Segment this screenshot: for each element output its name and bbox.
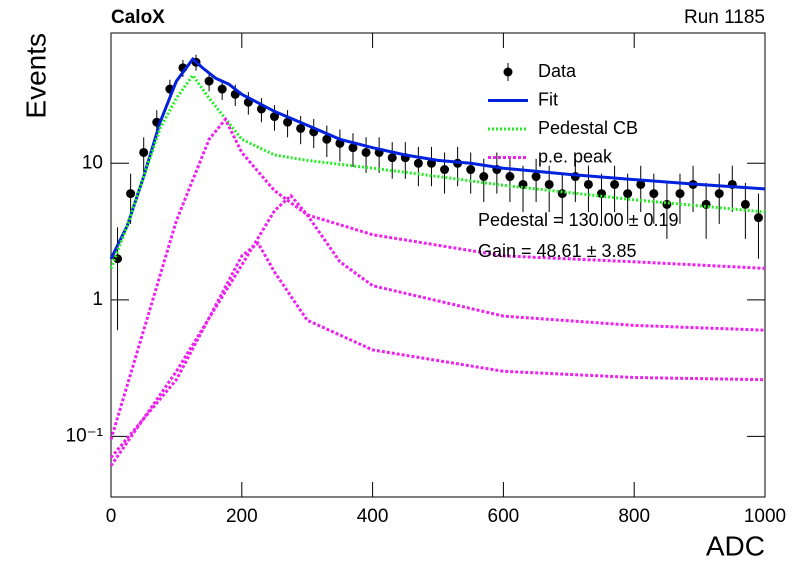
x-tick-label: 1000 bbox=[744, 506, 786, 527]
legend-label: Fit bbox=[538, 89, 558, 109]
data-point bbox=[583, 179, 593, 189]
legend-label: p.e. peak bbox=[538, 146, 613, 166]
data-point bbox=[557, 189, 567, 199]
data-point bbox=[544, 179, 554, 189]
data-point bbox=[597, 189, 606, 199]
data-point bbox=[714, 189, 724, 199]
data-point bbox=[740, 199, 750, 209]
y-tick-label: 1 bbox=[92, 289, 103, 310]
data-point bbox=[479, 172, 489, 182]
data-point bbox=[126, 189, 136, 199]
data-point bbox=[322, 134, 332, 144]
data-point bbox=[466, 165, 476, 175]
y-tick-label: 10⁻¹ bbox=[66, 425, 104, 446]
data-point bbox=[270, 112, 279, 122]
data-point bbox=[649, 189, 659, 199]
data-point bbox=[361, 147, 371, 157]
data-point bbox=[623, 189, 633, 199]
x-tick-label: 0 bbox=[106, 506, 117, 527]
data-point bbox=[675, 189, 685, 199]
curve bbox=[109, 72, 766, 269]
curve bbox=[109, 116, 766, 440]
data-point bbox=[139, 147, 149, 157]
data-point bbox=[505, 172, 515, 182]
x-tick-label: 800 bbox=[618, 506, 650, 527]
data-point bbox=[440, 165, 450, 175]
data-point bbox=[387, 153, 397, 163]
x-tick-label: 400 bbox=[357, 506, 389, 527]
data-point bbox=[662, 199, 672, 209]
data-point bbox=[204, 76, 214, 86]
data-point bbox=[753, 213, 763, 223]
data-point bbox=[296, 123, 306, 133]
x-tick-label: 600 bbox=[488, 506, 520, 527]
legend-label: Data bbox=[538, 61, 577, 81]
x-axis-label: ADC bbox=[706, 530, 765, 561]
y-tick-label: 10 bbox=[82, 152, 103, 173]
curve bbox=[109, 240, 766, 459]
curve bbox=[109, 56, 766, 260]
data-point bbox=[217, 84, 227, 94]
legend-symbol bbox=[503, 67, 513, 77]
fit-annotation: Gain = 48.61 ± 3.85 bbox=[478, 241, 637, 261]
data-point bbox=[636, 179, 646, 189]
data-point bbox=[283, 117, 293, 127]
data-point bbox=[413, 158, 423, 168]
y-axis-label: Events bbox=[20, 33, 51, 119]
plot-frame bbox=[110, 32, 766, 498]
data-point bbox=[610, 179, 620, 189]
curve bbox=[109, 193, 766, 467]
data-point bbox=[348, 143, 358, 153]
x-tick-label: 200 bbox=[226, 506, 258, 527]
legend-label: Pedestal CB bbox=[538, 118, 638, 138]
fit-annotation: Pedestal = 130.00 ± 0.19 bbox=[478, 210, 679, 230]
run-label: Run 1185 bbox=[684, 7, 765, 28]
data-point bbox=[531, 172, 541, 182]
chart-title: CaloX bbox=[111, 7, 165, 28]
